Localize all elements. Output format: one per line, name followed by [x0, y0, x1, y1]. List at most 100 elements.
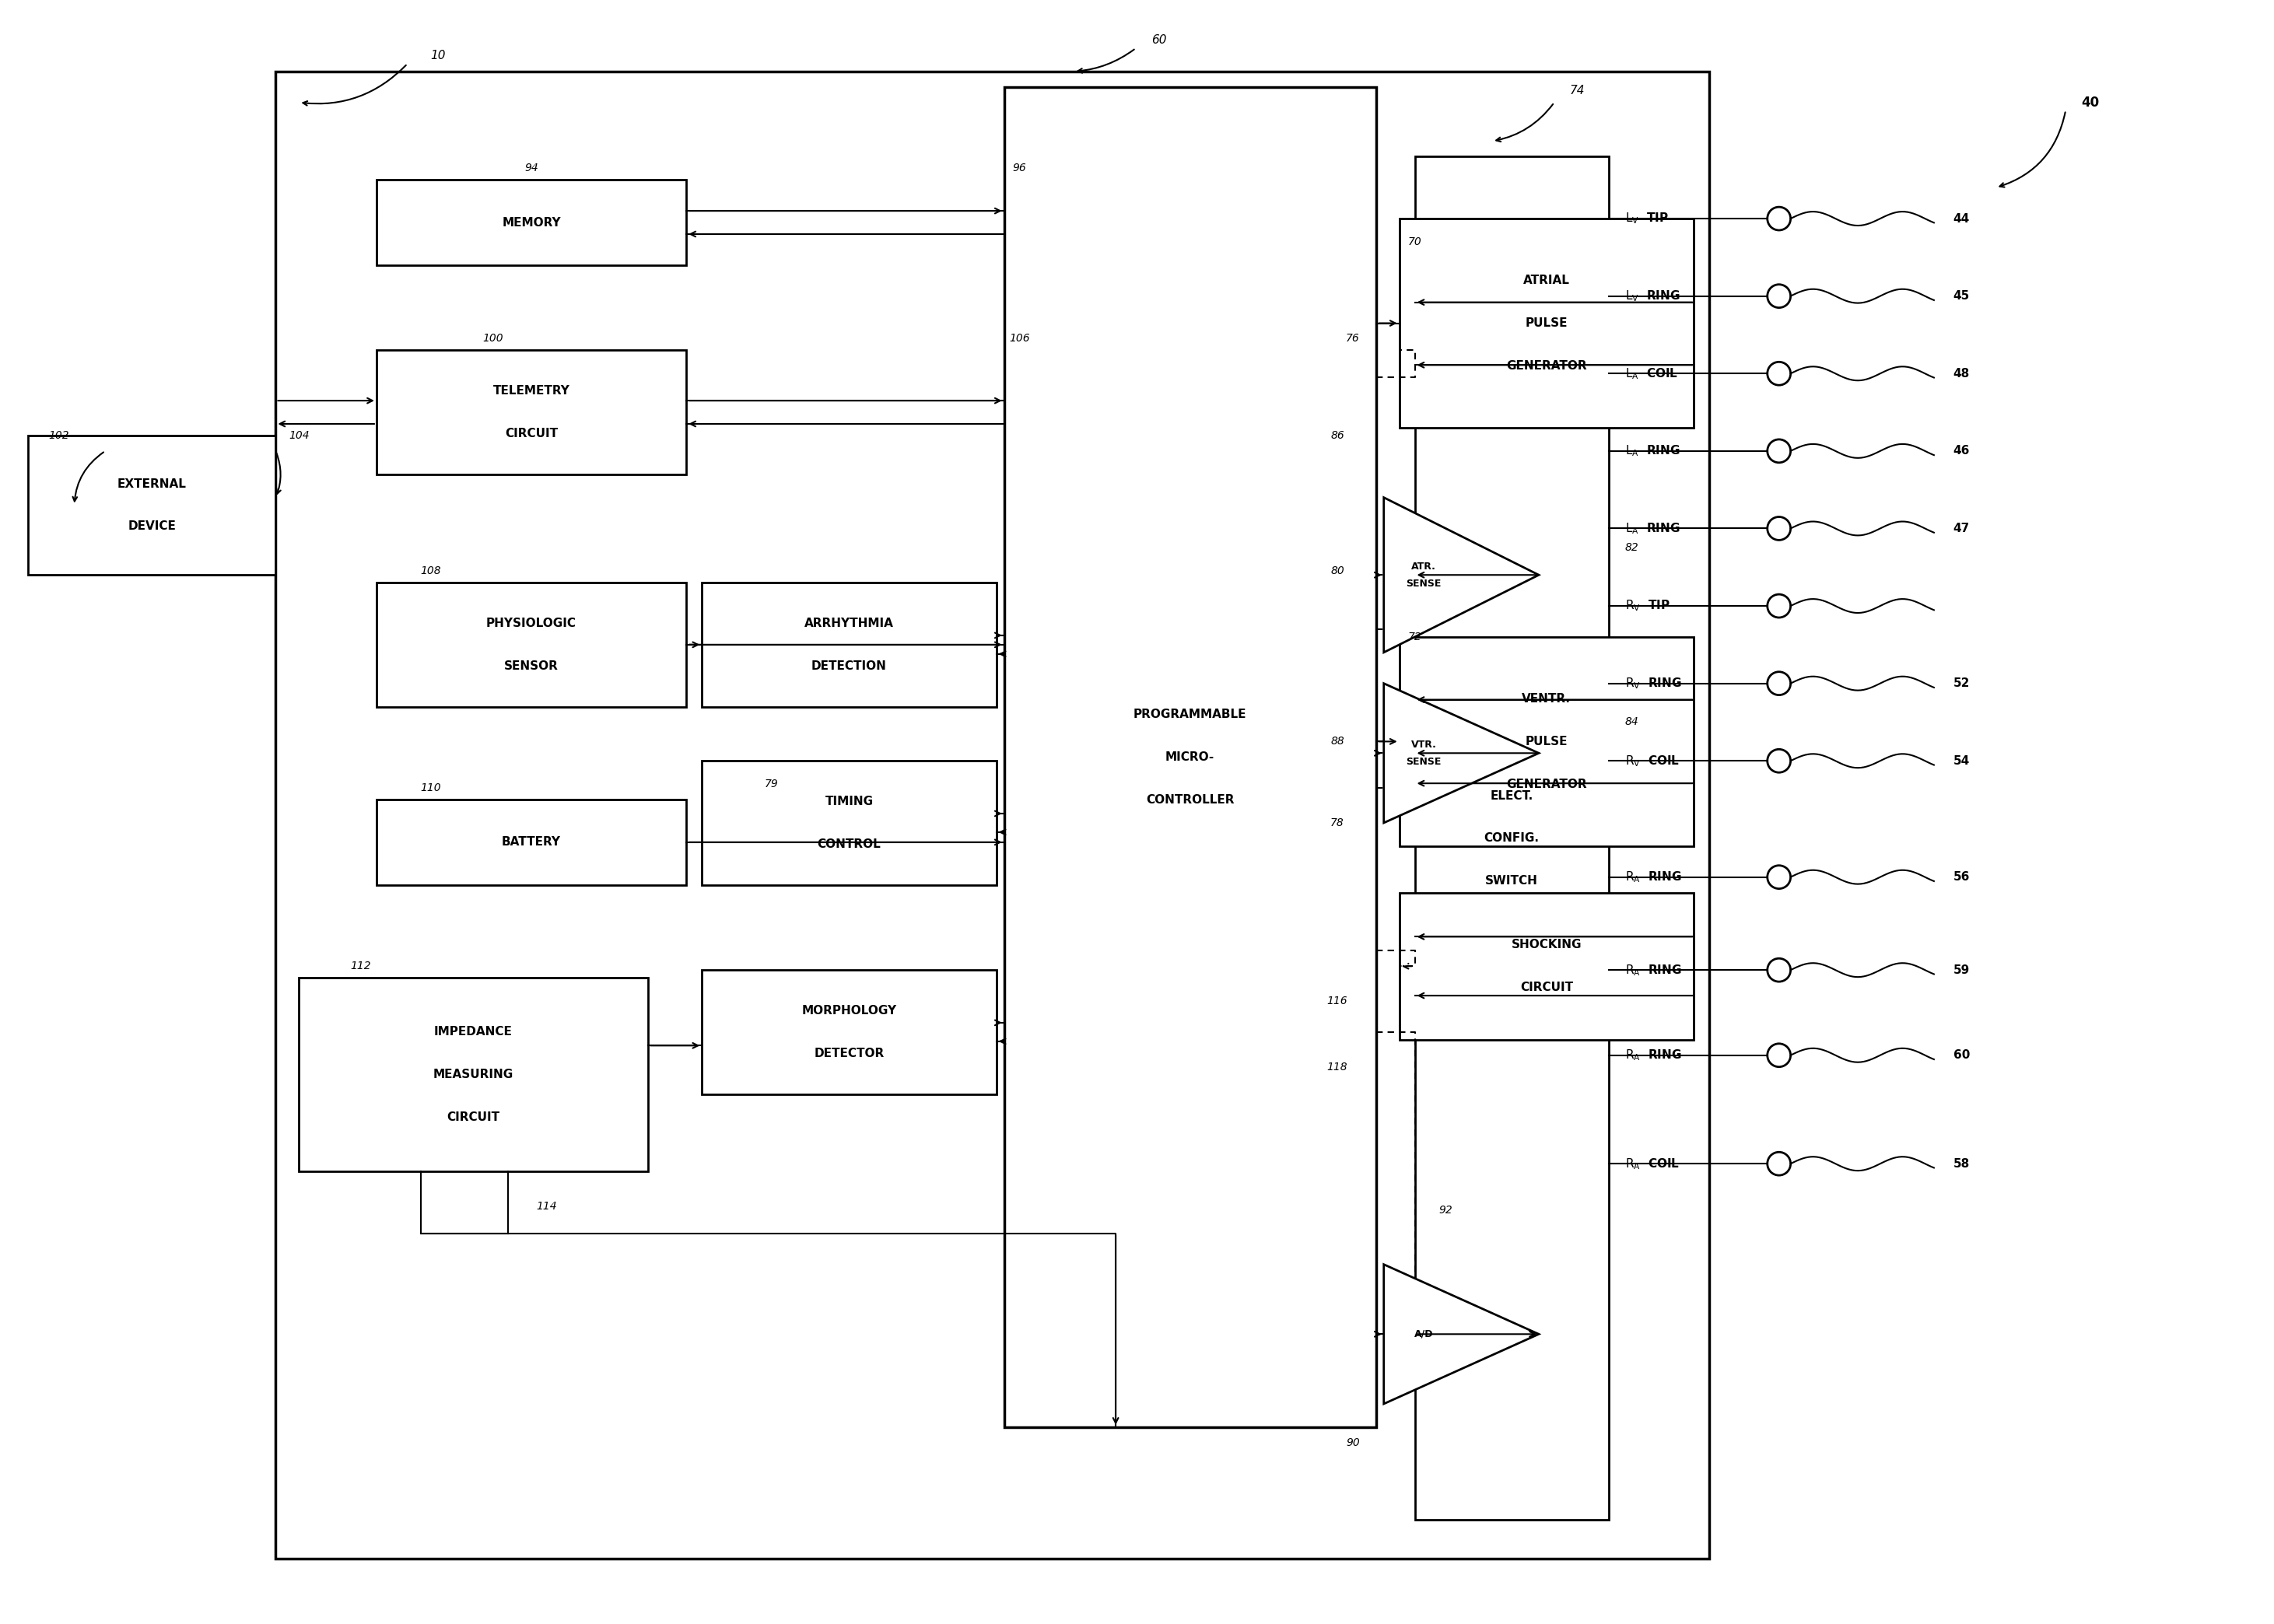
- Text: DETECTOR: DETECTOR: [814, 1047, 885, 1059]
- Text: 59: 59: [1953, 965, 1969, 976]
- Text: BATTERY: BATTERY: [503, 836, 562, 848]
- Text: $\mathsf{R}_{\mathsf{A}}$  COIL: $\mathsf{R}_{\mathsf{A}}$ COIL: [1626, 1156, 1680, 1171]
- Text: 104: 104: [289, 430, 309, 442]
- Text: GENERATOR: GENERATOR: [1505, 361, 1587, 372]
- Text: TIMING: TIMING: [825, 796, 873, 807]
- Text: 54: 54: [1953, 755, 1969, 767]
- Text: $\mathsf{L}_{\mathsf{V}}$  TIP: $\mathsf{L}_{\mathsf{V}}$ TIP: [1626, 211, 1669, 226]
- Text: 110: 110: [421, 783, 441, 794]
- Text: 10: 10: [430, 50, 446, 62]
- Text: ARRHYTHMIA: ARRHYTHMIA: [805, 617, 894, 628]
- Text: 94: 94: [525, 162, 539, 174]
- Text: 82: 82: [1626, 542, 1640, 554]
- Bar: [703, 762, 996, 885]
- Text: 76: 76: [1346, 333, 1360, 344]
- Text: 100: 100: [482, 333, 503, 344]
- Bar: [1399, 219, 1694, 427]
- Text: A/D: A/D: [1414, 1328, 1433, 1340]
- Text: 70: 70: [1408, 237, 1421, 247]
- Text: SHOCKING: SHOCKING: [1512, 939, 1583, 950]
- Text: CONFIG.: CONFIG.: [1485, 833, 1539, 844]
- Text: DEVICE: DEVICE: [127, 521, 175, 533]
- Text: CIRCUIT: CIRCUIT: [505, 427, 557, 440]
- Bar: [27, 435, 275, 575]
- Text: MEASURING: MEASURING: [432, 1069, 514, 1080]
- Text: 106: 106: [1010, 333, 1030, 344]
- Text: CONTROLLER: CONTROLLER: [1146, 794, 1235, 806]
- Text: 114: 114: [537, 1200, 557, 1212]
- Text: TELEMETRY: TELEMETRY: [493, 385, 571, 396]
- Text: $\mathsf{R}_{\mathsf{V}}$  RING: $\mathsf{R}_{\mathsf{V}}$ RING: [1626, 676, 1683, 690]
- Text: GENERATOR: GENERATOR: [1505, 778, 1587, 789]
- Bar: [298, 978, 648, 1171]
- Text: VTR.: VTR.: [1412, 739, 1437, 750]
- Text: 96: 96: [1012, 162, 1026, 174]
- Text: SWITCH: SWITCH: [1485, 875, 1537, 887]
- Text: $\mathsf{R}_{\mathsf{A}}$  RING: $\mathsf{R}_{\mathsf{A}}$ RING: [1626, 870, 1683, 885]
- Text: CIRCUIT: CIRCUIT: [446, 1111, 500, 1124]
- Text: DETECTION: DETECTION: [812, 659, 887, 672]
- Text: $\mathsf{L}_{\mathsf{A}}$  RING: $\mathsf{L}_{\mathsf{A}}$ RING: [1626, 443, 1680, 458]
- Text: ATRIAL: ATRIAL: [1524, 274, 1569, 286]
- Text: 78: 78: [1330, 817, 1344, 828]
- Bar: [1005, 88, 1376, 1427]
- Bar: [275, 71, 1710, 1559]
- Text: $\mathsf{R}_{\mathsf{V}}$  TIP: $\mathsf{R}_{\mathsf{V}}$ TIP: [1626, 599, 1671, 614]
- Text: 102: 102: [48, 430, 68, 442]
- Text: 52: 52: [1953, 677, 1969, 689]
- Polygon shape: [1385, 1265, 1539, 1403]
- Text: 72: 72: [1408, 632, 1421, 643]
- Text: MORPHOLOGY: MORPHOLOGY: [803, 1005, 896, 1017]
- Text: MICRO-: MICRO-: [1167, 752, 1214, 763]
- Text: 44: 44: [1953, 213, 1969, 224]
- Text: VENTR.: VENTR.: [1521, 693, 1571, 705]
- Text: $\mathsf{L}_{\mathsf{A}}$  RING: $\mathsf{L}_{\mathsf{A}}$ RING: [1626, 521, 1680, 536]
- Text: $\mathsf{R}_{\mathsf{V}}$  COIL: $\mathsf{R}_{\mathsf{V}}$ COIL: [1626, 754, 1680, 768]
- Text: 56: 56: [1953, 870, 1969, 883]
- Text: $\mathsf{L}_{\mathsf{A}}$  COIL: $\mathsf{L}_{\mathsf{A}}$ COIL: [1626, 367, 1678, 380]
- Bar: [377, 351, 687, 474]
- Text: 118: 118: [1328, 1062, 1348, 1072]
- Bar: [1414, 156, 1608, 1520]
- Text: 74: 74: [1569, 84, 1585, 96]
- Text: PULSE: PULSE: [1526, 736, 1567, 747]
- Text: $\mathsf{L}_{\mathsf{V}}$  RING: $\mathsf{L}_{\mathsf{V}}$ RING: [1626, 289, 1680, 304]
- Text: 116: 116: [1328, 996, 1348, 1007]
- Bar: [1399, 637, 1694, 846]
- Bar: [1399, 893, 1694, 1039]
- Text: PROGRAMMABLE: PROGRAMMABLE: [1132, 708, 1246, 719]
- Text: 84: 84: [1626, 716, 1640, 728]
- Text: 90: 90: [1346, 1437, 1360, 1449]
- Text: 60: 60: [1151, 34, 1167, 45]
- Text: ATR.: ATR.: [1412, 562, 1437, 572]
- Text: $\mathsf{R}_{\mathsf{A}}$  RING: $\mathsf{R}_{\mathsf{A}}$ RING: [1626, 963, 1683, 978]
- Text: 88: 88: [1330, 736, 1344, 747]
- Text: 58: 58: [1953, 1158, 1969, 1169]
- Text: SENSE: SENSE: [1405, 578, 1442, 588]
- Text: 46: 46: [1953, 445, 1969, 456]
- Text: SENSOR: SENSOR: [505, 659, 559, 672]
- Text: ELECT.: ELECT.: [1489, 789, 1533, 802]
- Text: SENSE: SENSE: [1405, 757, 1442, 767]
- Text: 60: 60: [1953, 1049, 1969, 1060]
- Text: 86: 86: [1330, 430, 1344, 442]
- Bar: [703, 583, 996, 706]
- Text: 47: 47: [1953, 523, 1969, 534]
- Text: PHYSIOLOGIC: PHYSIOLOGIC: [487, 617, 578, 628]
- Text: CONTROL: CONTROL: [816, 838, 880, 849]
- Bar: [703, 970, 996, 1095]
- Text: 80: 80: [1330, 565, 1344, 577]
- Text: 45: 45: [1953, 291, 1969, 302]
- Polygon shape: [1385, 497, 1539, 653]
- Text: PULSE: PULSE: [1526, 317, 1567, 330]
- Bar: [377, 583, 687, 706]
- Text: 92: 92: [1439, 1205, 1453, 1216]
- Text: 40: 40: [2081, 96, 2099, 109]
- Text: MEMORY: MEMORY: [503, 216, 562, 229]
- Text: EXTERNAL: EXTERNAL: [118, 477, 186, 490]
- Text: 112: 112: [350, 961, 371, 971]
- Text: $\mathsf{R}_{\mathsf{A}}$  RING: $\mathsf{R}_{\mathsf{A}}$ RING: [1626, 1047, 1683, 1062]
- Text: CIRCUIT: CIRCUIT: [1519, 981, 1574, 994]
- Text: 108: 108: [421, 565, 441, 577]
- Text: IMPEDANCE: IMPEDANCE: [434, 1026, 512, 1038]
